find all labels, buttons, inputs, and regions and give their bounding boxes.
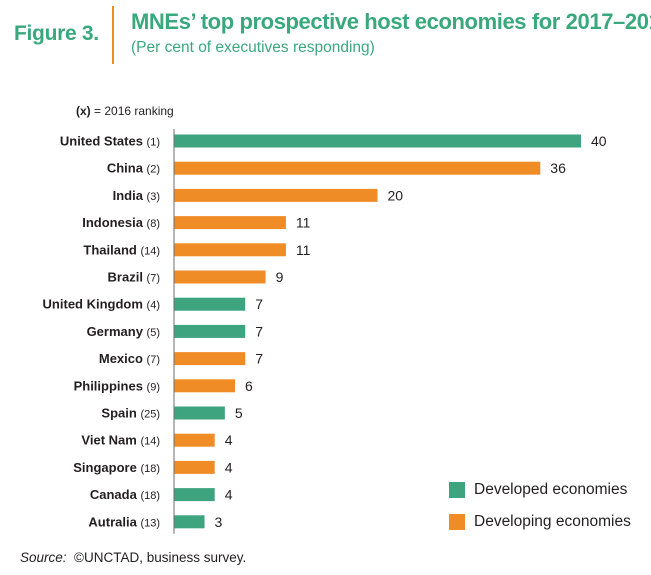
figure-label: Figure 3.	[14, 22, 99, 45]
country-rank: (7)	[147, 354, 160, 366]
country-name: Germany	[87, 324, 147, 339]
country-rank: (18)	[140, 463, 160, 475]
category-label: Indonesia (8)	[82, 215, 160, 230]
data-label: 4	[225, 459, 233, 475]
bar	[174, 488, 215, 502]
country-name: Autralia	[88, 514, 140, 529]
source-label: Source:	[20, 550, 67, 565]
bar	[174, 406, 225, 420]
country-name: Indonesia	[82, 215, 146, 230]
category-label: China (2)	[107, 161, 160, 176]
country-rank: (8)	[147, 218, 160, 230]
data-label: 7	[255, 351, 263, 367]
category-label: Thailand (14)	[83, 242, 160, 257]
legend-developing: Developing economies	[449, 513, 631, 531]
bar	[174, 379, 236, 393]
category-label: Autralia (13)	[88, 514, 160, 529]
country-rank: (14)	[140, 436, 160, 448]
data-label: 4	[225, 487, 233, 503]
data-label: 20	[388, 187, 404, 203]
data-label: 9	[276, 269, 284, 285]
bar	[174, 134, 581, 148]
category-label: India (3)	[113, 188, 160, 203]
country-name: United States	[60, 134, 147, 149]
bar	[174, 243, 286, 257]
country-rank: (7)	[147, 273, 160, 285]
legend-developing-swatch	[449, 514, 465, 530]
data-label: 6	[245, 378, 253, 394]
chart-title: MNEs’ top prospective host economies for…	[131, 9, 651, 34]
bar	[174, 297, 246, 311]
bar	[174, 352, 246, 366]
category-label: Viet Nam (14)	[81, 433, 160, 448]
bar	[174, 188, 378, 202]
country-name: Singapore	[73, 460, 140, 475]
data-label: 11	[296, 242, 311, 258]
data-label: 7	[255, 296, 263, 312]
legend-developed-swatch	[449, 482, 465, 498]
country-name: India	[113, 188, 147, 203]
category-label: Germany (5)	[87, 324, 160, 339]
ranking-note-prefix: (x)	[76, 104, 91, 118]
source-text: ©UNCTAD, business survey.	[74, 550, 247, 565]
category-label: Mexico (7)	[99, 351, 160, 366]
bar	[174, 515, 205, 529]
country-name: China	[107, 161, 147, 176]
country-name: United Kingdom	[43, 297, 147, 312]
data-label: 36	[550, 160, 566, 176]
bar	[174, 324, 246, 338]
country-rank: (13)	[140, 517, 160, 529]
country-rank: (3)	[147, 191, 160, 203]
country-rank: (5)	[147, 327, 160, 339]
country-name: Mexico	[99, 351, 147, 366]
bar	[174, 216, 286, 230]
data-label: 11	[296, 215, 311, 231]
country-rank: (14)	[140, 245, 160, 257]
legend-developing-label: Developing economies	[474, 513, 631, 530]
country-name: Viet Nam	[81, 433, 140, 448]
category-label: Spain (25)	[101, 406, 160, 421]
legend-developed-label: Developed economies	[474, 481, 628, 498]
category-label: United Kingdom (4)	[43, 297, 160, 312]
bar	[174, 270, 266, 284]
category-label: Canada (18)	[90, 487, 160, 502]
country-name: Brazil	[108, 270, 147, 285]
bar	[174, 433, 215, 447]
category-label: Brazil (7)	[108, 270, 160, 285]
data-label: 3	[215, 514, 223, 530]
ranking-note-text: = 2016 ranking	[90, 104, 174, 118]
category-label: Philippines (9)	[74, 378, 160, 393]
legend-developed: Developed economies	[449, 481, 627, 499]
title-divider	[112, 6, 114, 64]
country-rank: (25)	[140, 409, 160, 421]
category-label: Singapore (18)	[73, 460, 160, 475]
country-rank: (18)	[140, 490, 160, 502]
data-label: 5	[235, 405, 243, 421]
country-name: Thailand	[83, 242, 140, 257]
country-rank: (4)	[147, 300, 160, 312]
category-label: United States (1)	[60, 134, 160, 149]
bar	[174, 460, 215, 474]
data-label: 40	[591, 133, 607, 149]
country-name: Philippines	[74, 378, 147, 393]
country-rank: (9)	[147, 381, 160, 393]
country-rank: (2)	[147, 164, 160, 176]
country-name: Spain	[101, 406, 140, 421]
country-name: Canada	[90, 487, 141, 502]
data-label: 4	[225, 432, 233, 448]
bar	[174, 161, 541, 175]
chart-subtitle: (Per cent of executives responding)	[131, 39, 375, 56]
data-label: 7	[255, 323, 263, 339]
source-note: Source: ©UNCTAD, business survey.	[20, 550, 246, 565]
ranking-note: (x) = 2016 ranking	[76, 104, 174, 118]
country-rank: (1)	[147, 137, 160, 149]
